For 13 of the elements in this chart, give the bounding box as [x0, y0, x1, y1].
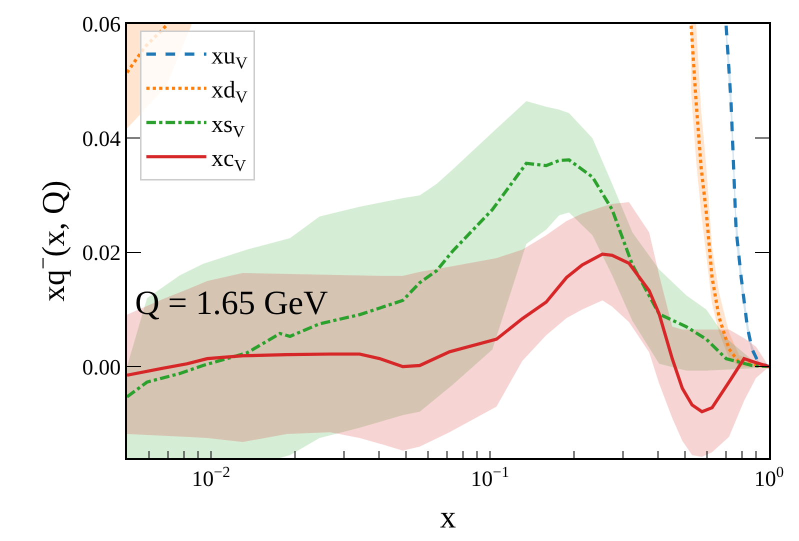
y-tick-label: 0.04 [82, 126, 121, 151]
legend-label: xd$_{V}$ [211, 78, 248, 107]
x-tick-label: 10$^{−2}$ [192, 464, 230, 492]
x-tick-label: 10$^{0}$ [754, 464, 784, 492]
x-tick-label: 10$^{−1}$ [470, 464, 510, 492]
annotation: Q = 1.65 GeV [135, 285, 328, 322]
y-tick-label: 0.02 [82, 240, 121, 266]
legend-label: xc$_{V}$ [211, 146, 246, 176]
x-axis-title: x [440, 498, 456, 535]
legend-label: xu$_{V}$ [211, 43, 248, 73]
y-tick-label: 0.00 [82, 354, 121, 380]
y-tick-label: 0.06 [82, 12, 121, 37]
legend-label: xs$_{V}$ [211, 112, 245, 141]
